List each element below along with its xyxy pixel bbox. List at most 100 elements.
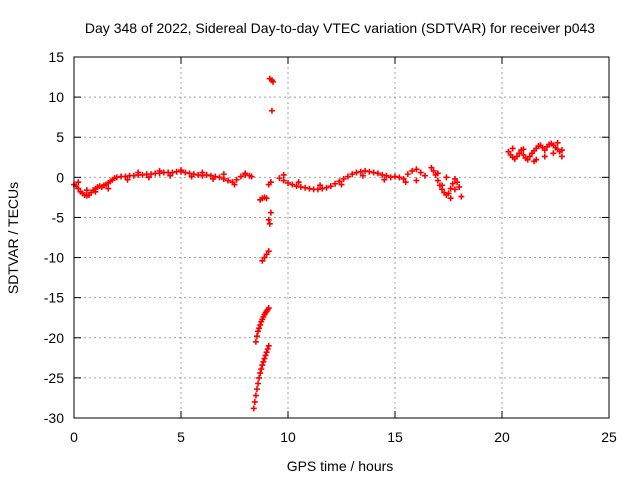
data-point (550, 150, 557, 157)
data-point (443, 174, 450, 181)
data-point (210, 175, 217, 182)
data-point (505, 148, 512, 155)
data-point (270, 78, 277, 85)
data-point (148, 171, 155, 178)
chart-title: Day 348 of 2022, Sidereal Day-to-day VTE… (85, 20, 595, 36)
data-point (139, 171, 146, 178)
data-point (370, 169, 377, 176)
data-point (105, 185, 112, 192)
data-point (225, 177, 232, 184)
data-point (267, 209, 274, 216)
data-point (336, 178, 343, 185)
data-point (349, 171, 356, 178)
data-point (323, 184, 330, 191)
data-point (451, 186, 458, 193)
data-point (130, 172, 137, 179)
data-point (256, 325, 263, 332)
data-point (327, 183, 334, 190)
data-point (266, 220, 273, 227)
data-point (400, 175, 407, 182)
data-point (263, 349, 270, 356)
data-point (255, 328, 262, 335)
data-point (267, 179, 274, 186)
data-point (297, 183, 304, 190)
y-tick-label: -10 (44, 250, 64, 266)
data-point (357, 168, 364, 175)
data-point (203, 171, 210, 178)
data-point (113, 174, 120, 181)
data-point (199, 169, 206, 176)
data-point (186, 170, 193, 177)
data-point (447, 195, 454, 202)
data-point (516, 150, 523, 157)
data-point (428, 164, 435, 171)
data-point (314, 186, 321, 193)
data-point (264, 346, 271, 353)
data-point (220, 171, 227, 178)
data-point (280, 177, 287, 184)
data-point (182, 169, 189, 176)
data-point (216, 174, 223, 181)
data-point (207, 172, 214, 179)
data-point (262, 352, 269, 359)
data-point (92, 188, 99, 195)
data-points (71, 75, 565, 412)
x-tick-label: 5 (177, 429, 185, 445)
data-point (178, 167, 184, 174)
data-point (268, 107, 275, 114)
data-point (541, 153, 548, 160)
data-point (169, 169, 176, 176)
data-point (520, 151, 527, 158)
data-point (156, 167, 163, 174)
data-point (332, 180, 339, 187)
data-point (524, 156, 531, 163)
y-tick-label: -25 (44, 370, 64, 386)
data-point (195, 171, 202, 178)
data-point (276, 175, 283, 182)
data-point (392, 173, 398, 180)
data-point (145, 174, 152, 181)
data-point (340, 175, 347, 182)
data-point (374, 170, 381, 177)
data-point (362, 167, 369, 174)
data-point (231, 181, 238, 188)
y-tick-label: 5 (56, 129, 64, 145)
data-point (258, 366, 265, 373)
data-point (421, 172, 428, 179)
data-point (263, 195, 270, 202)
data-point (381, 176, 388, 183)
x-tick-label: 10 (280, 429, 296, 445)
data-point (256, 374, 263, 381)
data-point (252, 338, 259, 345)
data-point (248, 173, 255, 180)
data-point (251, 398, 258, 405)
data-point (434, 170, 441, 177)
data-point (122, 173, 129, 180)
data-point (447, 185, 454, 192)
x-tick-label: 25 (601, 429, 617, 445)
data-point (541, 147, 548, 154)
grid-lines (74, 57, 609, 418)
data-point (293, 183, 300, 190)
data-point (404, 171, 411, 178)
data-point (430, 167, 437, 174)
data-point (344, 173, 351, 180)
data-point (250, 405, 257, 412)
y-axis-label: SDTVAR / TECUs (5, 182, 21, 294)
data-point (454, 179, 461, 186)
data-point (261, 355, 268, 362)
data-point (366, 168, 373, 175)
y-tick-label: 10 (48, 89, 64, 105)
data-point (526, 153, 533, 160)
data-point (417, 169, 424, 176)
data-point (413, 166, 420, 173)
data-point (379, 171, 386, 178)
data-point (558, 147, 565, 154)
data-point (75, 185, 82, 192)
data-point (359, 172, 366, 179)
y-tick-label: -5 (52, 209, 65, 225)
data-point (319, 185, 326, 192)
data-point (259, 362, 266, 369)
data-point (513, 153, 520, 160)
